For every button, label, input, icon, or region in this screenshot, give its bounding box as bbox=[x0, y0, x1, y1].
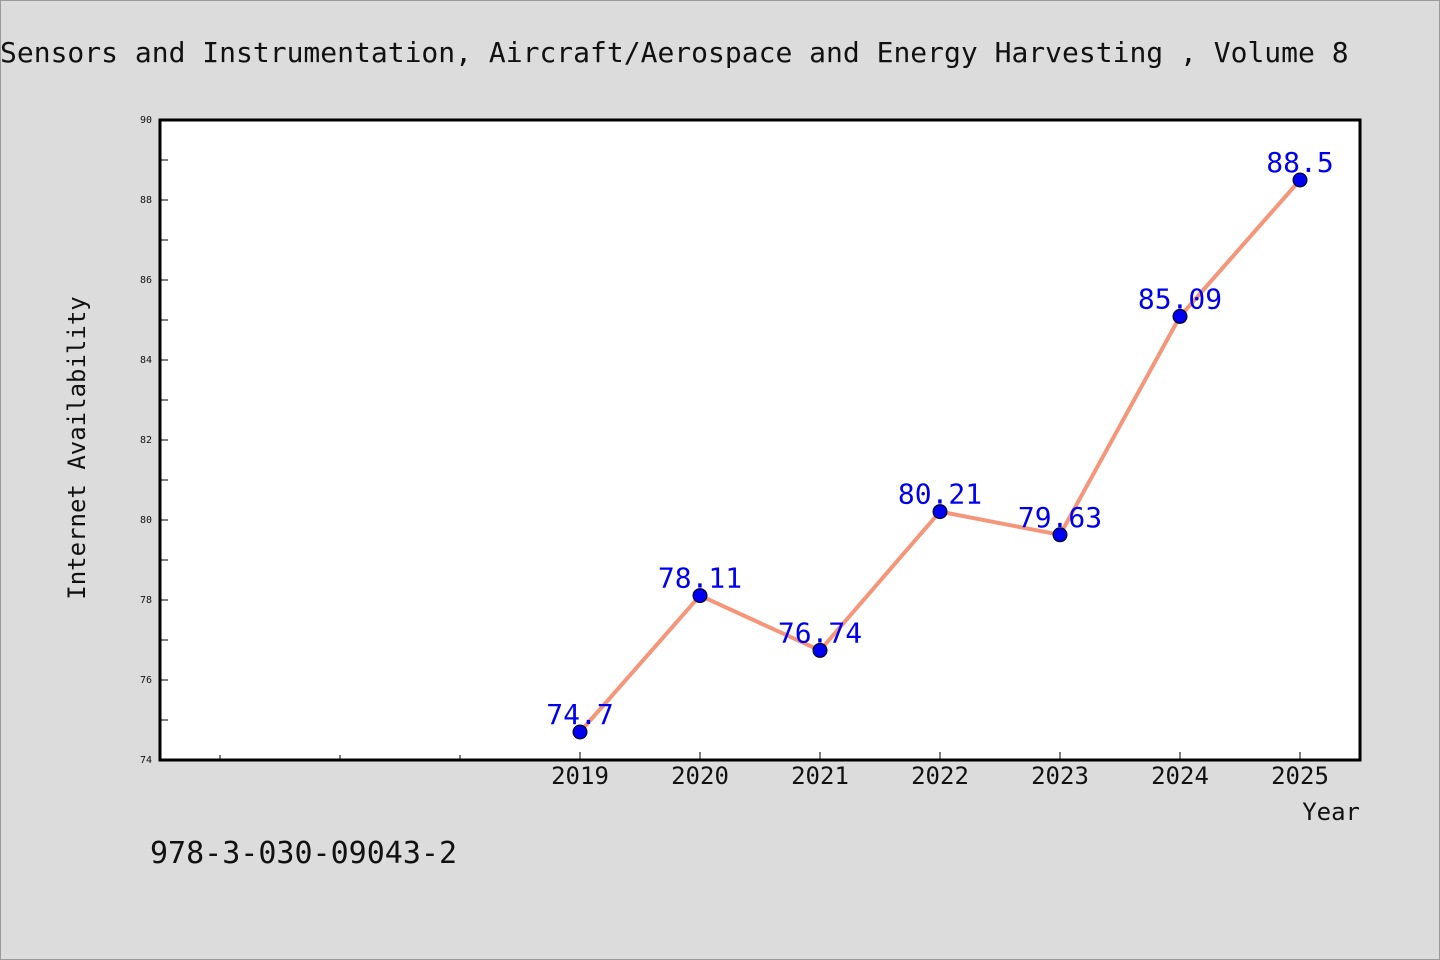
y-tick-label: 78 bbox=[140, 595, 152, 606]
data-point bbox=[692, 588, 708, 604]
data-point bbox=[572, 724, 588, 740]
x-tick-label: 2024 bbox=[1151, 762, 1209, 790]
y-tick-label: 74 bbox=[140, 755, 152, 766]
data-label: 85.09 bbox=[1138, 282, 1222, 315]
x-tick-label: 2021 bbox=[791, 762, 849, 790]
data-point bbox=[1052, 527, 1068, 543]
plot-border bbox=[158, 118, 1362, 762]
x-tick-label: 2020 bbox=[671, 762, 729, 790]
data-label: 78.11 bbox=[658, 562, 742, 595]
x-axis-ticks: 2019 2020 2021 2022 2023 2024 2025 bbox=[551, 752, 1329, 790]
chart-title: Sensors and Instrumentation, Aircraft/Ae… bbox=[0, 36, 1349, 69]
x-axis-label: Year bbox=[1302, 798, 1360, 826]
data-point bbox=[1172, 308, 1188, 324]
data-label: 74.7 bbox=[546, 698, 613, 731]
y-tick-label: 82 bbox=[140, 435, 152, 446]
x-tick-label: 2023 bbox=[1031, 762, 1089, 790]
data-point bbox=[1292, 172, 1308, 188]
x-tick-label: 2022 bbox=[911, 762, 969, 790]
footer-text: 978-3-030-09043-2 bbox=[150, 836, 458, 871]
series-layer bbox=[572, 172, 1308, 740]
data-label: 76.74 bbox=[778, 616, 862, 649]
y-tick-label: 76 bbox=[140, 675, 152, 686]
data-label: 79.63 bbox=[1018, 501, 1102, 534]
data-point bbox=[812, 642, 828, 658]
x-tick-label: 2025 bbox=[1271, 762, 1329, 790]
y-tick-label: 80 bbox=[140, 515, 152, 526]
y-tick-label: 84 bbox=[140, 355, 152, 366]
x-tick-label: 2019 bbox=[551, 762, 609, 790]
data-label: 80.21 bbox=[898, 478, 982, 511]
y-tick-label: 90 bbox=[140, 115, 152, 126]
data-point bbox=[932, 504, 948, 520]
y-axis-ticks: 74 76 78 80 82 84 86 88 90 bbox=[140, 115, 168, 766]
y-tick-label: 86 bbox=[140, 275, 152, 286]
y-tick-label: 88 bbox=[140, 195, 152, 206]
data-labels: 74.7 78.11 76.74 80.21 79.63 85.09 88.5 bbox=[546, 146, 1333, 731]
data-label: 88.5 bbox=[1266, 146, 1333, 179]
y-axis-label: Internet Availability bbox=[63, 296, 91, 599]
plot-area bbox=[160, 120, 1360, 760]
